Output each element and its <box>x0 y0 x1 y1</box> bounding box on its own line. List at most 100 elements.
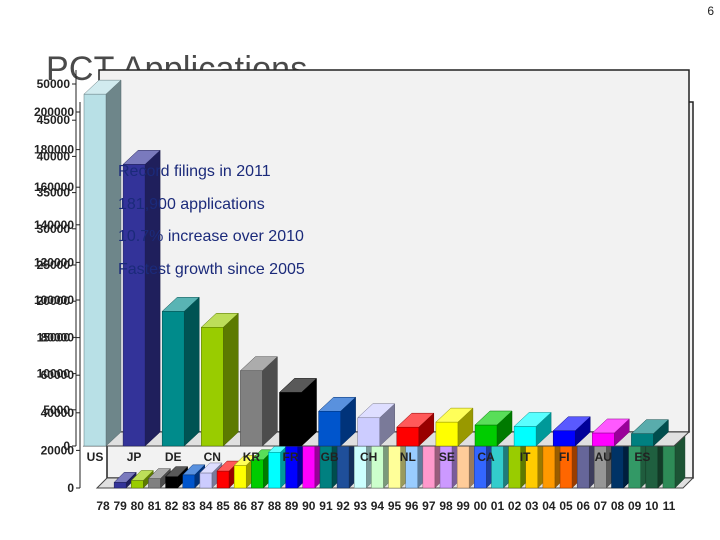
country-bar-front <box>631 433 654 447</box>
yearly-x-tick-label: 96 <box>405 499 419 513</box>
country-bar-front <box>435 421 459 447</box>
yearly-x-tick-label: 83 <box>182 499 196 513</box>
yearly-y-tick-label: 0 <box>67 481 74 495</box>
yearly-x-tick-label: 80 <box>131 499 145 513</box>
country-bar-front <box>201 327 224 447</box>
yearly-x-tick-label: 02 <box>508 499 522 513</box>
yearly-y-tick-label: 140000 <box>34 218 74 232</box>
country-x-tick-label: CH <box>360 450 377 464</box>
country-bar-front <box>279 392 302 447</box>
yearly-bar-front <box>268 452 281 489</box>
country-bar-front <box>357 417 380 447</box>
yearly-x-tick-label: 93 <box>354 499 368 513</box>
yearly-bar-front <box>148 478 161 489</box>
yearly-bar-top <box>164 466 189 477</box>
country-y-tick-label: 25000 <box>37 258 71 272</box>
country-y-tick-label: 40000 <box>37 149 71 163</box>
country-bar-top <box>317 396 357 412</box>
yearly-bar-front <box>251 459 264 489</box>
country-bar <box>396 412 435 447</box>
yearly-y-tick-label: 120000 <box>34 255 74 269</box>
yearly-x-tick-label: 85 <box>216 499 230 513</box>
country-bar-top <box>552 416 591 432</box>
yearly-y-tick-label: 20000 <box>41 443 75 457</box>
country-bar-side <box>223 312 239 447</box>
yearly-x-tick-label: 05 <box>559 499 573 513</box>
yearly-x-tick-label: 03 <box>525 499 539 513</box>
country-bar-top <box>122 150 161 165</box>
country-bar-front <box>83 93 107 447</box>
country-bar-front <box>552 430 576 447</box>
yearly-y-tick-label: 200000 <box>34 105 74 119</box>
yearly-x-tick-label: 98 <box>439 499 453 513</box>
yearly-bar-top <box>113 472 137 483</box>
yearly-bar-top <box>147 468 172 479</box>
slide-number: 6 <box>707 4 714 18</box>
bullet-application-count: 181,900 applications <box>118 195 265 213</box>
yearly-bar <box>113 471 137 489</box>
bullet-list: Record filings in 2011 181,900 applicati… <box>118 162 378 292</box>
country-x-tick-label: GB <box>321 450 339 464</box>
country-bar-front <box>592 432 615 447</box>
country-bar <box>317 396 357 447</box>
country-bar <box>200 312 239 447</box>
yearly-x-tick-label: 06 <box>577 499 591 513</box>
yearly-x-tick-label: 88 <box>268 499 282 513</box>
country-x-tick-label: DE <box>165 450 182 464</box>
yearly-y-tick-label: 80000 <box>41 331 75 345</box>
country-y-tick-label: 10000 <box>37 367 71 381</box>
yearly-x-tick-label: 89 <box>285 499 299 513</box>
yearly-x-tick-label: 84 <box>199 499 213 513</box>
yearly-y-tick-label: 100000 <box>34 293 74 307</box>
bullet-record-filings: Record filings in 2011 <box>118 163 271 180</box>
yearly-x-tick-label: 81 <box>148 499 162 513</box>
yearly-bar-top <box>182 464 206 476</box>
country-y-tick-label: 50000 <box>37 77 71 91</box>
country-y-tick-label: 15000 <box>37 330 71 344</box>
country-bar-top <box>474 410 513 426</box>
country-bar <box>83 79 122 447</box>
country-x-tick-label: JP <box>127 450 142 464</box>
yearly-bar-top <box>199 462 223 474</box>
country-y-tick-label: 20000 <box>37 294 71 308</box>
yearly-x-tick-label: 90 <box>302 499 316 513</box>
yearly-x-tick-label: 87 <box>251 499 265 513</box>
yearly-bar-top <box>130 470 154 481</box>
country-y-tick-label: 35000 <box>37 186 71 200</box>
yearly-x-tick-label: 92 <box>336 499 350 513</box>
yearly-x-tick-label: 01 <box>491 499 505 513</box>
country-bar-top <box>83 79 122 95</box>
country-x-tick-label: NL <box>400 450 416 464</box>
country-bar <box>552 416 591 447</box>
bullet-increase: 10.7% increase over 2010 <box>118 228 304 245</box>
country-y-tick-label: 30000 <box>37 222 71 236</box>
yearly-x-tick-label: 09 <box>628 499 642 513</box>
yearly-x-tick-label: 04 <box>542 499 556 513</box>
country-x-tick-label: IT <box>520 450 531 464</box>
country-x-tick-label: CA <box>477 450 495 464</box>
yearly-bar-front <box>216 470 230 489</box>
yearly-y-tick-label: 160000 <box>34 180 74 194</box>
yearly-x-tick-label: 95 <box>388 499 402 513</box>
country-bar-front <box>161 311 185 447</box>
country-bar-front <box>396 426 420 447</box>
country-bar-side <box>183 296 200 447</box>
country-y-tick-label: 45000 <box>37 113 71 127</box>
yearly-x-tick-label: 86 <box>234 499 248 513</box>
country-bar-top <box>161 297 200 312</box>
country-bar-top <box>513 412 552 427</box>
yearly-x-tick-label: 10 <box>645 499 659 513</box>
yearly-x-tick-label: 97 <box>422 499 436 513</box>
country-x-tick-label: SE <box>439 450 455 464</box>
yearly-bar-front <box>113 482 127 489</box>
yearly-x-tick-label: 82 <box>165 499 179 513</box>
country-bar-top <box>239 356 279 371</box>
country-bar-top <box>200 313 239 328</box>
country-x-tick-label: CN <box>204 450 221 464</box>
yearly-x-tick-label: 94 <box>371 499 385 513</box>
country-bar-top <box>278 378 318 393</box>
yearly-y-tick-label: 180000 <box>34 143 74 157</box>
country-x-tick-label: AU <box>595 450 612 464</box>
country-bar <box>474 410 513 447</box>
